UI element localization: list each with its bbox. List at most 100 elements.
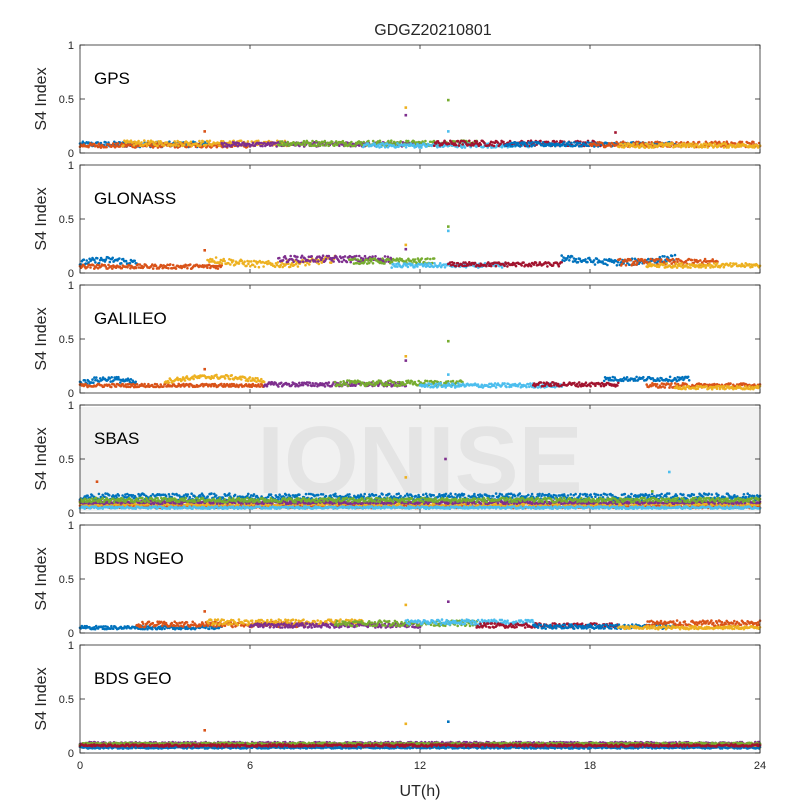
data-point	[304, 492, 308, 496]
data-point	[333, 380, 337, 384]
data-point	[660, 492, 663, 496]
data-point	[426, 257, 429, 260]
data-point	[366, 142, 370, 145]
data-point	[608, 376, 612, 380]
data-point	[208, 139, 212, 143]
data-point	[314, 260, 317, 263]
data-point	[324, 257, 328, 261]
data-point	[289, 254, 293, 258]
data-point	[606, 263, 609, 267]
data-point	[300, 254, 304, 258]
series-points	[78, 98, 762, 149]
data-point	[734, 142, 737, 145]
data-point	[120, 262, 123, 265]
spike-point	[404, 113, 408, 117]
data-point	[390, 260, 394, 264]
data-point	[224, 145, 227, 148]
data-point	[259, 144, 262, 148]
data-point	[527, 493, 530, 497]
data-point	[562, 493, 566, 496]
data-point	[89, 266, 92, 269]
data-point	[404, 494, 407, 498]
data-point	[573, 141, 576, 144]
data-point	[214, 256, 218, 259]
data-point	[279, 263, 283, 267]
data-point	[387, 383, 391, 387]
data-point	[722, 146, 726, 149]
data-point	[310, 144, 313, 148]
data-point	[306, 383, 310, 387]
data-point	[439, 382, 443, 385]
data-point	[475, 140, 479, 143]
data-point	[496, 141, 500, 144]
data-point	[146, 139, 150, 143]
data-point	[611, 494, 614, 497]
data-point	[590, 495, 593, 499]
data-point	[230, 374, 233, 377]
data-point	[703, 145, 707, 149]
data-point	[407, 139, 410, 143]
data-point	[710, 493, 714, 496]
data-point	[432, 494, 436, 497]
data-point	[697, 140, 701, 144]
data-point	[160, 141, 163, 144]
data-point	[309, 141, 312, 145]
data-point	[650, 492, 654, 496]
data-point	[189, 263, 192, 266]
data-point	[301, 260, 305, 264]
data-point	[192, 377, 195, 381]
data-point	[359, 383, 363, 387]
y-tick-label: 1	[68, 160, 74, 172]
data-point	[206, 266, 209, 270]
data-point	[618, 145, 621, 149]
y-axis-label: S4 Index	[33, 187, 50, 250]
data-point	[454, 264, 458, 268]
data-point	[399, 140, 403, 143]
data-point	[281, 259, 285, 262]
data-point	[340, 260, 344, 264]
data-point	[569, 493, 573, 496]
data-point	[176, 139, 179, 143]
data-point	[390, 139, 393, 142]
spike-point	[203, 130, 206, 133]
data-point	[397, 492, 401, 496]
data-point	[188, 495, 191, 499]
data-point	[399, 494, 402, 498]
plot-area	[80, 165, 760, 273]
data-point	[649, 257, 653, 261]
data-point	[593, 263, 597, 266]
data-point	[173, 140, 176, 143]
data-point	[105, 145, 108, 149]
data-point	[454, 143, 458, 147]
data-point	[422, 493, 425, 497]
data-point	[230, 143, 234, 147]
data-point	[151, 140, 155, 144]
data-point	[424, 492, 428, 496]
data-point	[304, 263, 307, 267]
data-point	[363, 492, 367, 496]
data-point	[94, 261, 97, 264]
data-point	[670, 382, 673, 385]
data-point	[275, 145, 279, 148]
data-point	[113, 145, 117, 149]
data-point	[122, 144, 125, 147]
data-point	[438, 262, 442, 265]
data-point	[225, 142, 228, 146]
data-point	[261, 144, 264, 148]
data-point	[91, 378, 94, 381]
data-point	[142, 265, 145, 269]
data-point	[252, 493, 256, 496]
data-point	[180, 142, 183, 146]
data-point	[277, 495, 280, 499]
data-point	[298, 493, 301, 497]
data-point	[424, 139, 427, 143]
data-point	[199, 144, 202, 147]
data-point	[589, 493, 592, 496]
data-point	[359, 258, 362, 262]
data-point	[671, 142, 674, 145]
data-point	[277, 385, 280, 388]
data-point	[228, 492, 231, 495]
data-point	[82, 258, 86, 262]
data-point	[579, 492, 582, 496]
data-point	[118, 257, 121, 260]
